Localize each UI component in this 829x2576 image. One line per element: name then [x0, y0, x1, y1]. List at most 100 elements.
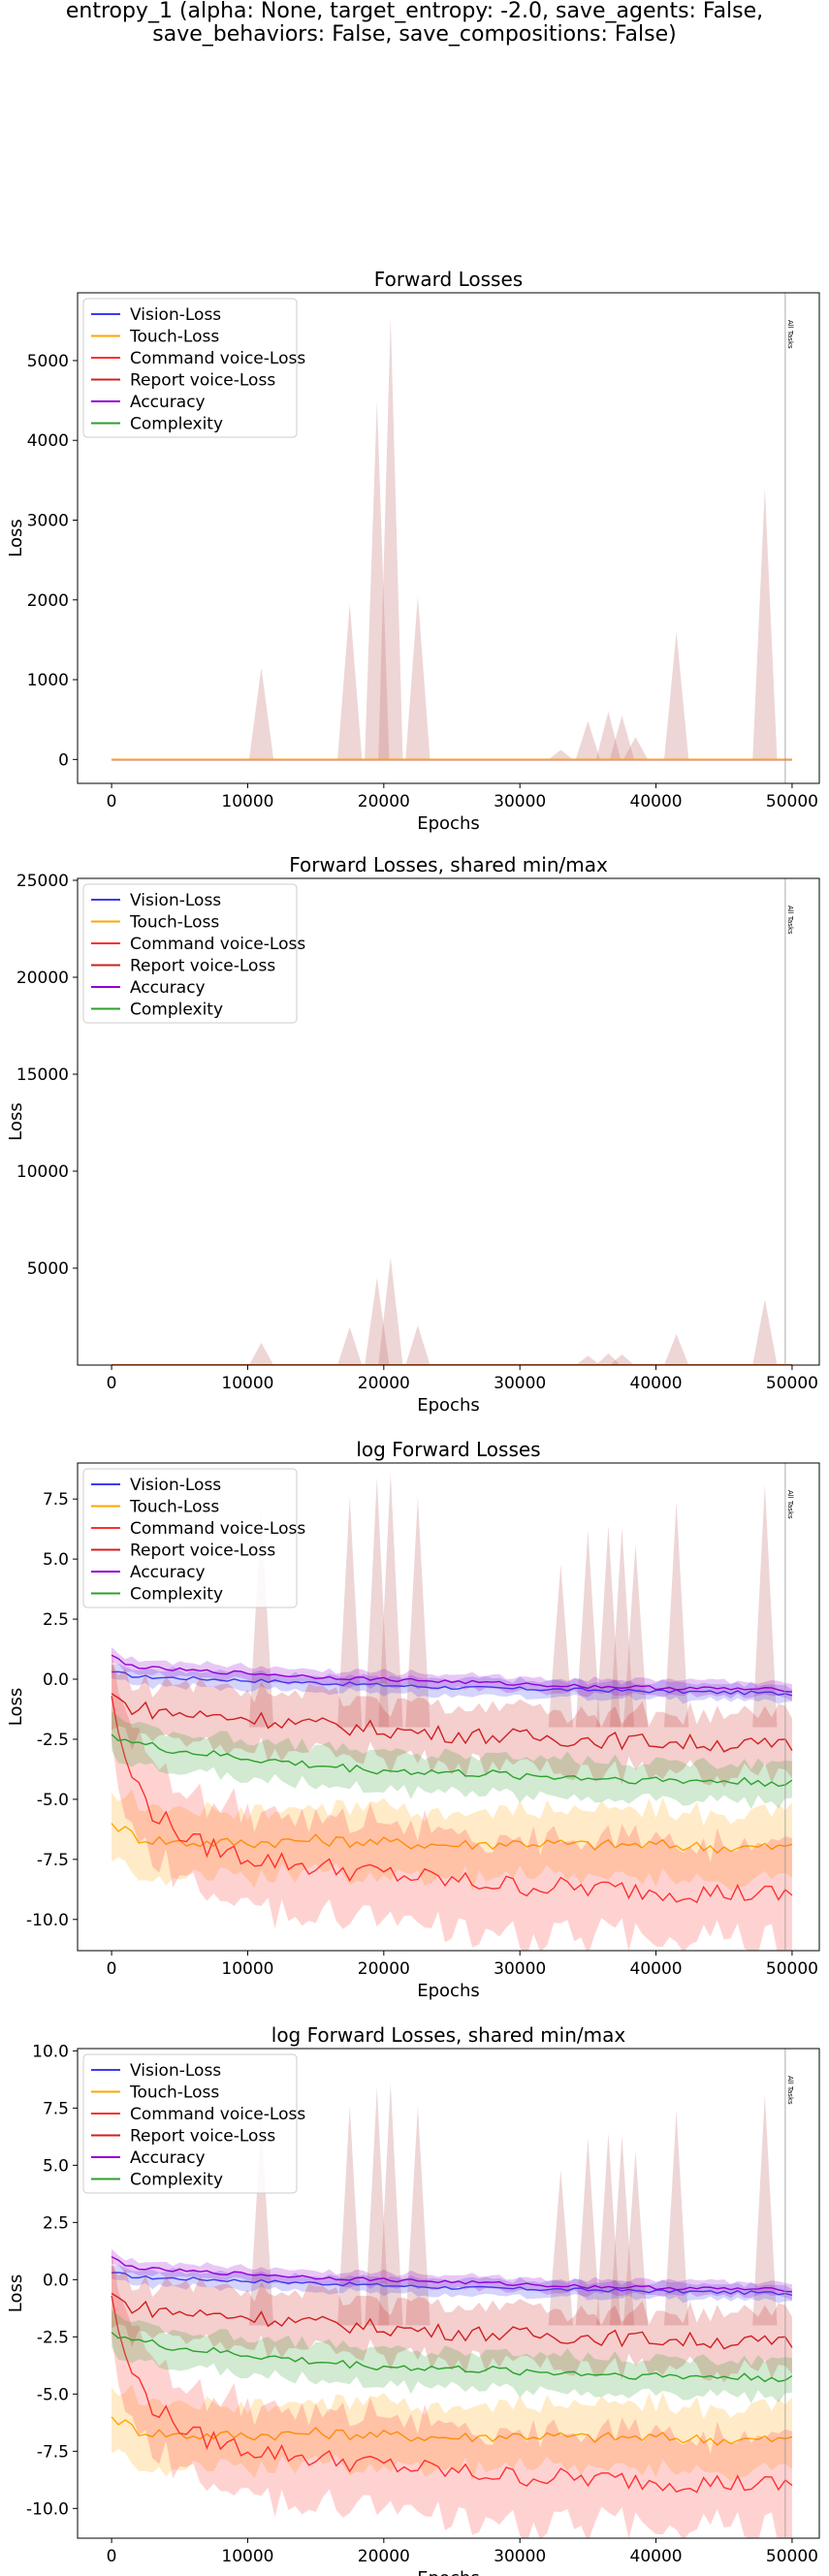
- x-axis-label: Epochs: [417, 813, 480, 834]
- legend-label-touch-loss: Touch-Loss: [129, 1498, 219, 1517]
- band-complexity: [112, 2309, 792, 2403]
- x-axis-label: Epochs: [417, 1981, 480, 2001]
- legend-box: [82, 2053, 298, 2194]
- legend-label-vision-loss: Vision-Loss: [130, 305, 221, 325]
- spike-band-1: [248, 667, 274, 760]
- spike-band-12: [752, 2094, 778, 2326]
- x-tick-label-30000: 30000: [494, 2547, 546, 2566]
- legend-label-command-voice-loss: Command voice-Loss: [130, 1519, 305, 1539]
- x-tick-label-20000: 20000: [358, 2547, 410, 2566]
- y-tick-label: 2.5: [43, 1610, 69, 1630]
- x-tick-label-0: 0: [107, 1374, 117, 1393]
- spike-band-4: [378, 1472, 403, 1728]
- y-tick-label: -10.0: [26, 1911, 69, 1930]
- band-vision-loss: [112, 1663, 792, 1704]
- x-tick-label-30000: 30000: [494, 1374, 546, 1393]
- x-tick-label-10000: 10000: [221, 2547, 273, 2566]
- x-tick-label-20000: 20000: [358, 792, 410, 811]
- x-tick-label-20000: 20000: [358, 1959, 410, 1979]
- legend-box: [82, 1468, 298, 1608]
- x-tick-label-40000: 40000: [630, 2547, 683, 2566]
- y-tick-label: 5.0: [43, 2156, 69, 2176]
- series-line-report-voice-loss: [111, 1693, 793, 1753]
- y-tick-label: 2000: [27, 591, 69, 611]
- series-line-vision-loss: [112, 1670, 793, 1697]
- legend-label-complexity: Complexity: [130, 1001, 223, 1020]
- legend-label-command-voice-loss: Command voice-Loss: [130, 349, 305, 368]
- y-tick-label: 10000: [16, 1162, 69, 1182]
- plot-area: [112, 1257, 792, 1365]
- band-touch-loss: [112, 2384, 792, 2483]
- spike-band-9: [609, 716, 635, 760]
- x-axis-label: Epochs: [417, 1395, 480, 1415]
- x-tick-label-10000: 10000: [221, 1959, 273, 1979]
- y-tick-label: -5.0: [37, 1791, 69, 1810]
- x-tick-label-0: 0: [107, 1959, 117, 1979]
- y-tick-label: 5.0: [43, 1550, 69, 1570]
- axes-frame: [77, 292, 820, 784]
- band-command-voice-loss: [112, 2250, 792, 2538]
- spike-band-4: [378, 316, 403, 760]
- chart-title: Forward Losses: [374, 268, 523, 291]
- spike-band-5: [405, 1325, 430, 1365]
- figure-suptitle: entropy_1 (alpha: None, target_entropy: …: [0, 0, 829, 47]
- y-tick-label: 1000: [27, 671, 69, 690]
- x-tick-label-10000: 10000: [221, 792, 273, 811]
- legend-label-accuracy: Accuracy: [130, 393, 206, 412]
- series-line-report-voice-loss: [111, 2292, 793, 2350]
- y-tick-label: 25000: [16, 872, 69, 891]
- spike-band-3: [365, 1278, 390, 1365]
- x-tick-label-40000: 40000: [630, 792, 683, 811]
- legend-label-report-voice-loss: Report voice-Loss: [130, 371, 275, 391]
- y-axis-label: Loss: [6, 1102, 26, 1140]
- y-tick-label: 7.5: [43, 1490, 69, 1510]
- plot-area: [111, 2083, 793, 2538]
- band-accuracy: [112, 1646, 792, 1701]
- y-tick-label: -2.5: [37, 2328, 69, 2347]
- legend-label-accuracy: Accuracy: [130, 2148, 206, 2168]
- suptitle-line-2: save_behaviors: False, save_compositions…: [152, 22, 677, 47]
- spike-band-9: [609, 1527, 635, 1728]
- all-tasks-label: All Tasks: [786, 320, 794, 349]
- legend-label-report-voice-loss: Report voice-Loss: [130, 2127, 275, 2147]
- y-tick-label: -10.0: [26, 2499, 69, 2519]
- all-tasks-label: All Tasks: [786, 2076, 794, 2105]
- y-tick-label: 0: [58, 750, 69, 770]
- y-tick-label: 0.0: [43, 2271, 69, 2290]
- all-tasks-label: All Tasks: [786, 906, 794, 935]
- y-tick-label: 2.5: [43, 2213, 69, 2233]
- series-line-touch-loss: [111, 1823, 793, 1855]
- series-line-command-voice-loss: [111, 2295, 793, 2494]
- band-command-voice-loss: [112, 1648, 792, 1951]
- spike-band-7: [575, 1530, 601, 1728]
- spike-band-11: [663, 2110, 689, 2326]
- x-tick-label-30000: 30000: [494, 792, 546, 811]
- plot-area: [112, 316, 792, 761]
- chart-panel-2: All Tasks 0 10000 20000 30000 40000 50000 5000 1…: [6, 853, 820, 1415]
- x-tick-label-20000: 20000: [358, 1374, 410, 1393]
- series-line-touch-loss: [111, 2416, 793, 2447]
- y-tick-label: -7.5: [37, 1851, 69, 1870]
- legend-label-complexity: Complexity: [130, 415, 223, 434]
- legend-label-command-voice-loss: Command voice-Loss: [130, 935, 305, 954]
- legend-box: [82, 298, 298, 438]
- spike-band-10: [622, 737, 649, 760]
- band-accuracy: [112, 2248, 792, 2301]
- spike-band-6: [575, 1355, 601, 1365]
- plot-area: [111, 1472, 793, 1951]
- spike-band-10: [752, 1299, 778, 1365]
- series-line-command-voice-loss: [111, 1696, 793, 1904]
- spike-band-12: [752, 488, 778, 760]
- spike-band-10: [622, 2151, 649, 2326]
- chart-panel-4: All Tasks 0 10000 20000 30000 40000 50000 -10.0…: [6, 2023, 820, 2576]
- legend-label-vision-loss: Vision-Loss: [130, 891, 221, 910]
- spike-band-8: [595, 2133, 622, 2326]
- spike-band-3: [365, 400, 390, 760]
- y-tick-label: 20000: [16, 969, 69, 988]
- x-axis-label: Epochs: [417, 2568, 480, 2576]
- band-complexity: [112, 1711, 792, 1809]
- y-tick-label: 10.0: [32, 2042, 69, 2061]
- x-tick-label-50000: 50000: [766, 792, 818, 811]
- spike-band-7: [575, 720, 601, 760]
- y-tick-label: 15000: [16, 1065, 69, 1085]
